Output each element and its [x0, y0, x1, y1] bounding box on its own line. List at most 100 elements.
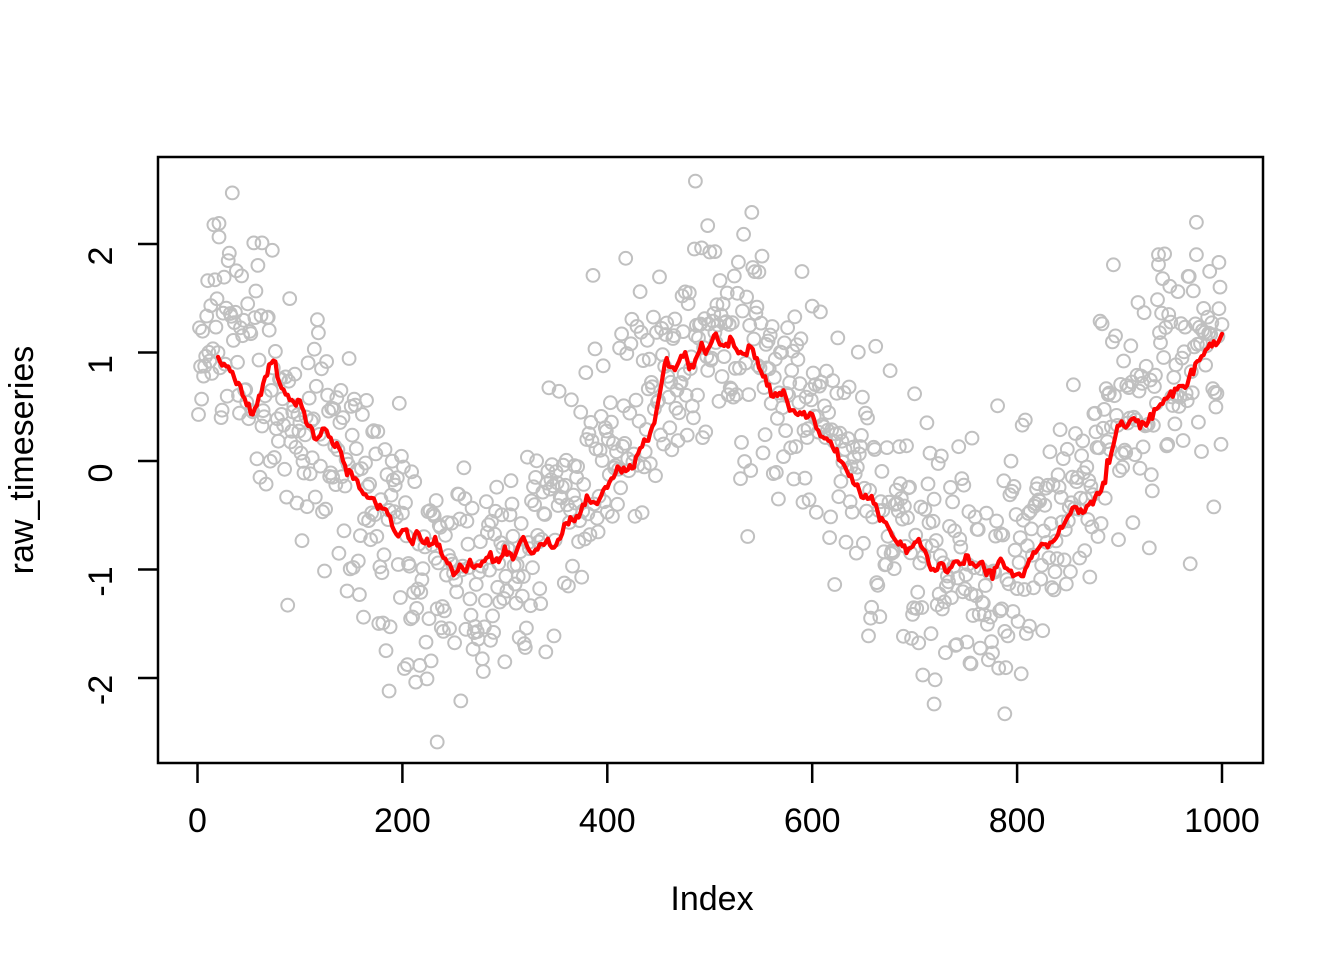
- data-point: [1163, 314, 1179, 330]
- data-point: [262, 453, 278, 469]
- data-point: [464, 500, 480, 516]
- data-point: [429, 734, 445, 750]
- data-point: [220, 253, 236, 269]
- data-point: [850, 344, 866, 360]
- data-point: [295, 454, 311, 469]
- data-point: [1144, 483, 1160, 499]
- data-point: [306, 341, 322, 357]
- data-point: [1056, 552, 1072, 568]
- data-point: [301, 390, 317, 406]
- data-point: [861, 628, 876, 644]
- data-point: [751, 264, 767, 280]
- data-point: [680, 296, 696, 312]
- data-point: [617, 436, 633, 451]
- data-point: [268, 344, 283, 359]
- data-point: [1113, 377, 1128, 392]
- data-point: [786, 471, 802, 487]
- data-point: [224, 185, 240, 201]
- data-point: [277, 461, 293, 477]
- data-point: [423, 653, 439, 669]
- data-point: [243, 326, 259, 342]
- data-point: [390, 557, 406, 572]
- data-point: [446, 565, 462, 581]
- data-point: [893, 491, 909, 506]
- data-point: [819, 363, 834, 379]
- data-point: [1094, 316, 1110, 332]
- data-point: [648, 468, 663, 484]
- data-point: [928, 533, 944, 548]
- data-point: [1063, 564, 1078, 580]
- data-point: [768, 465, 784, 480]
- data-point: [945, 494, 960, 510]
- data-point: [538, 644, 554, 660]
- data-point: [645, 379, 660, 395]
- data-point: [551, 383, 567, 399]
- data-point: [941, 574, 956, 590]
- data-point: [933, 448, 949, 464]
- data-point: [541, 380, 557, 396]
- data-point: [731, 254, 746, 270]
- data-point: [938, 645, 953, 661]
- data-point: [333, 383, 349, 398]
- data-point: [679, 427, 695, 443]
- data-point: [646, 309, 661, 325]
- data-point: [955, 584, 971, 600]
- scatter-points-layer: [191, 173, 1230, 750]
- data-point: [530, 528, 545, 543]
- data-point: [505, 528, 521, 544]
- data-point: [927, 672, 943, 688]
- data-point: [528, 470, 543, 485]
- data-point: [1116, 353, 1131, 369]
- data-point: [282, 291, 298, 307]
- data-point: [623, 336, 639, 352]
- data-point: [755, 445, 771, 461]
- data-point: [1018, 626, 1034, 641]
- data-point: [950, 570, 966, 586]
- data-point: [635, 353, 651, 369]
- data-point: [1066, 377, 1081, 393]
- data-point: [585, 268, 601, 283]
- data-point: [951, 439, 967, 455]
- data-point: [642, 456, 658, 472]
- data-point: [409, 601, 425, 616]
- data-point: [444, 515, 460, 531]
- data-point: [462, 591, 478, 607]
- data-point: [1208, 399, 1224, 415]
- data-point: [578, 365, 594, 381]
- data-point: [879, 440, 895, 456]
- data-point: [195, 323, 211, 339]
- data-point: [475, 664, 491, 679]
- data-point: [827, 577, 843, 592]
- data-point: [355, 407, 370, 422]
- data-point: [1022, 618, 1037, 634]
- data-point: [320, 387, 336, 403]
- data-point: [335, 410, 351, 426]
- data-point: [404, 464, 420, 480]
- data-point: [1011, 555, 1027, 570]
- data-point: [1132, 460, 1148, 476]
- data-point: [594, 453, 610, 468]
- data-point: [977, 578, 993, 593]
- data-point: [576, 477, 592, 492]
- data-point: [1023, 503, 1038, 519]
- data-point: [1024, 521, 1039, 537]
- data-point: [926, 491, 942, 507]
- data-point: [851, 446, 867, 462]
- data-point: [735, 303, 750, 319]
- data-point: [885, 545, 901, 560]
- data-point: [963, 656, 979, 672]
- data-point: [802, 382, 818, 397]
- data-point: [496, 591, 512, 606]
- data-point: [702, 244, 718, 260]
- data-point: [1126, 409, 1142, 425]
- data-point: [546, 628, 562, 644]
- data-point: [966, 560, 982, 575]
- data-point: [219, 388, 235, 404]
- data-point: [452, 511, 468, 527]
- data-point: [1112, 463, 1127, 479]
- data-point: [393, 590, 408, 605]
- data-point: [719, 285, 735, 301]
- data-point: [350, 553, 366, 569]
- data-point: [389, 470, 405, 486]
- data-point: [527, 497, 542, 513]
